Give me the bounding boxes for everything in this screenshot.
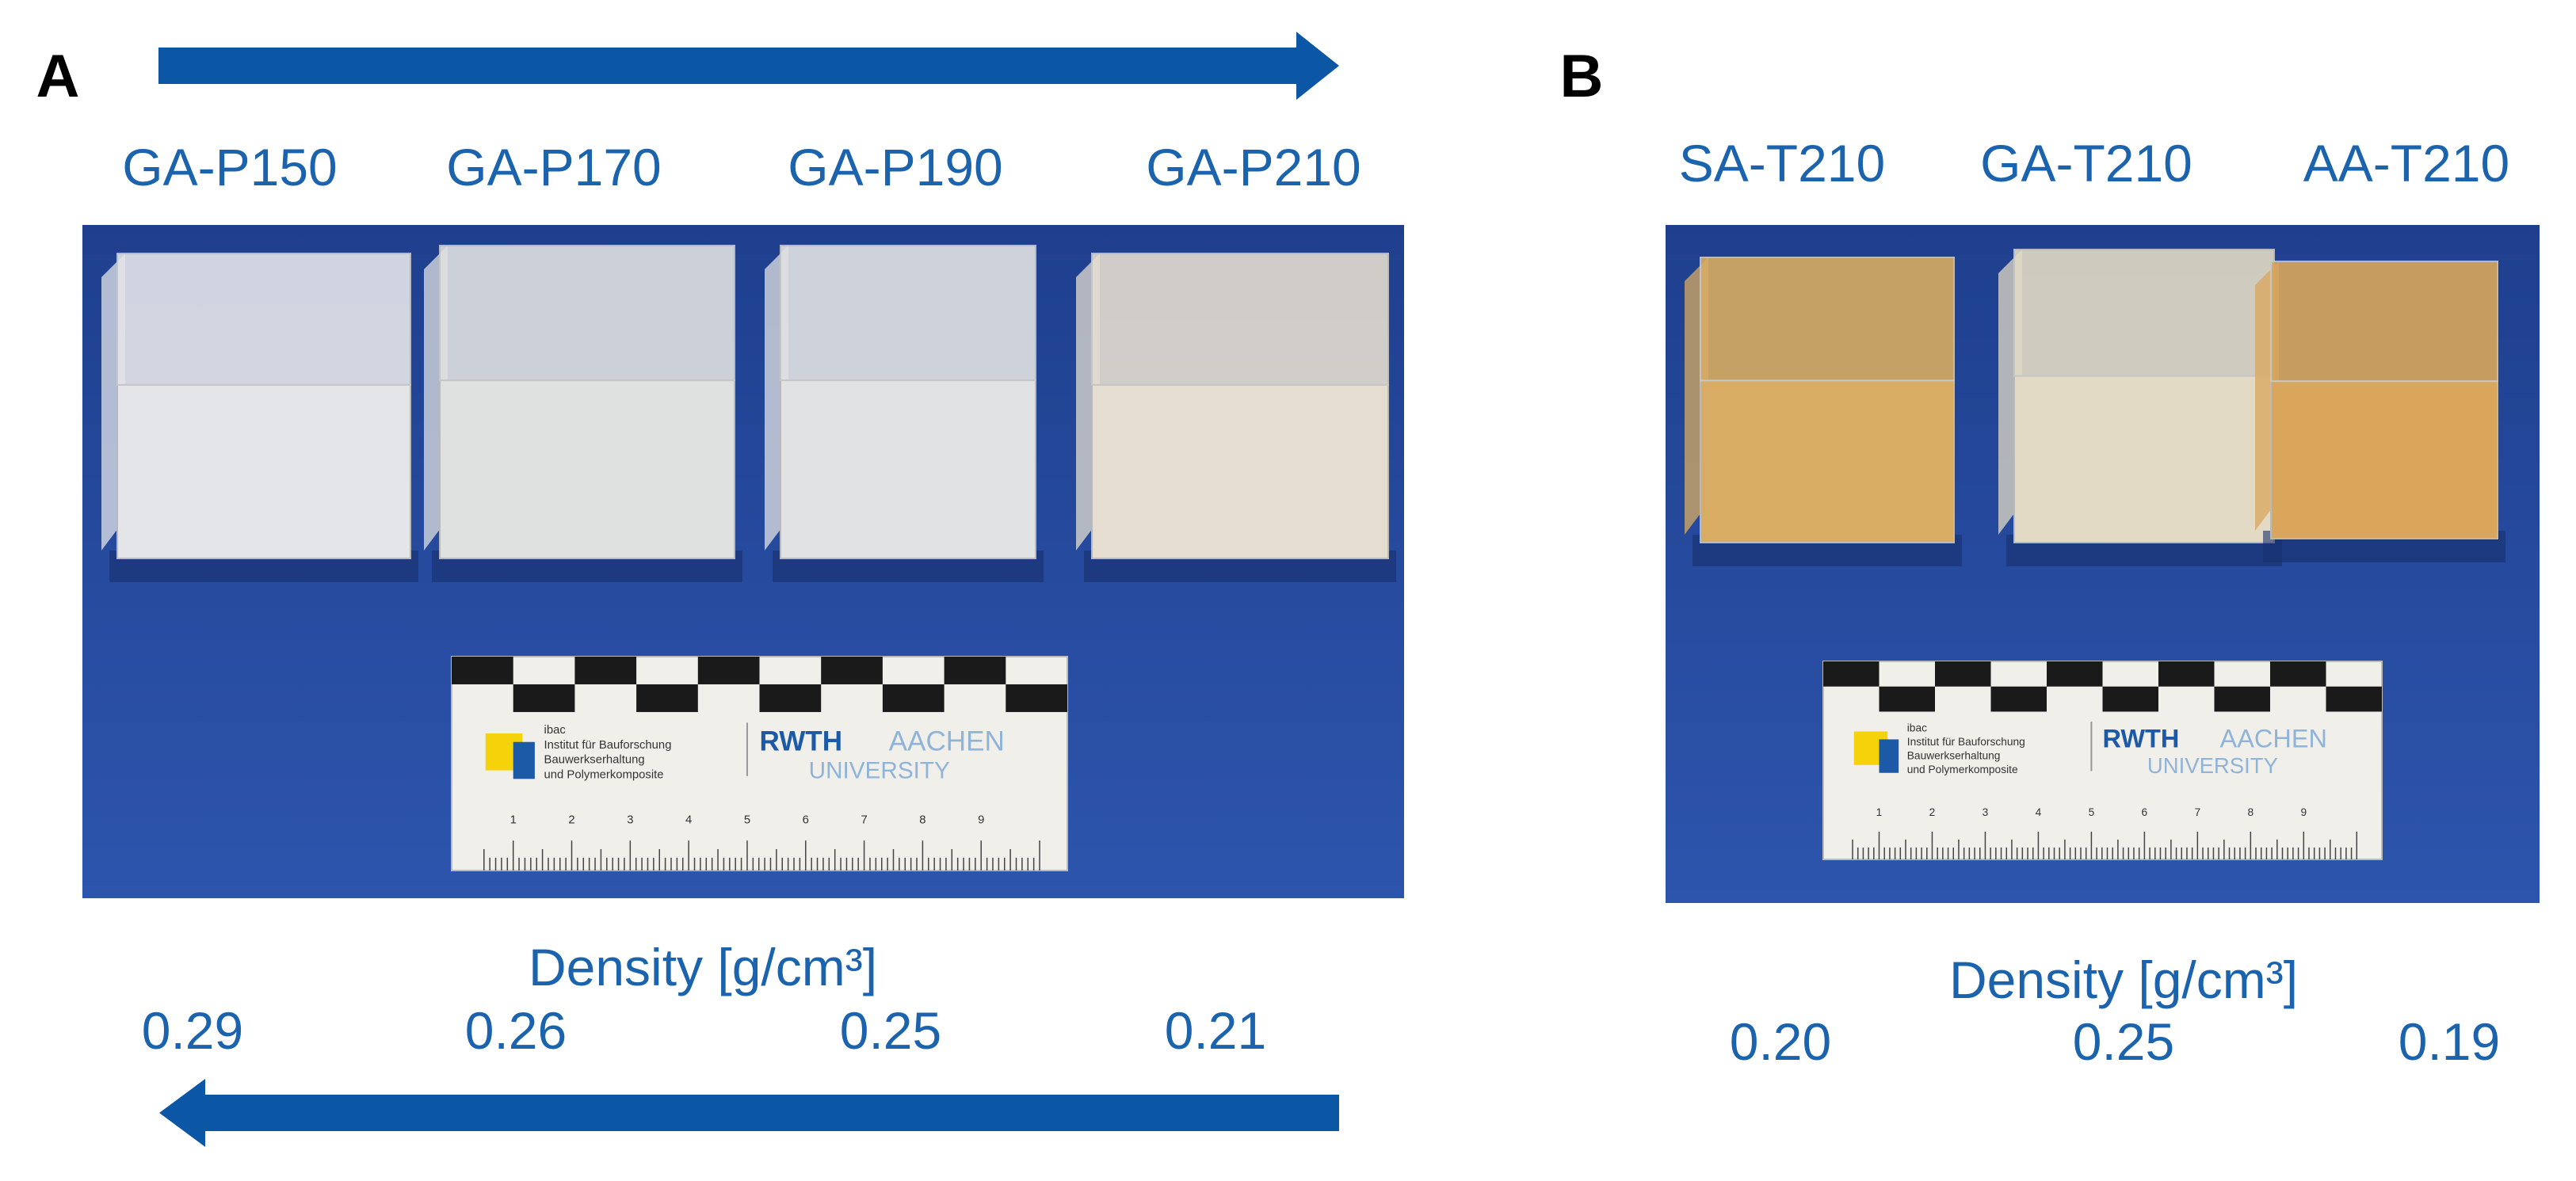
cube-front: [439, 379, 735, 559]
ruler-scale-number: 2: [568, 814, 574, 827]
ruler-scale-number: 1: [1876, 806, 1883, 818]
density-value: 0.21: [1165, 1001, 1266, 1060]
cube-top: [1700, 257, 1955, 382]
foam-cube: [1685, 257, 1962, 566]
ruler-scale-number: 1: [510, 814, 517, 827]
ruler-check: [452, 657, 513, 684]
ruler-institute-text: ibac: [1907, 722, 1927, 733]
ruler-institute-text: ibac: [544, 724, 567, 737]
sample-label: GA-P210: [1146, 138, 1361, 196]
foam-cube: [424, 245, 742, 582]
logo-blue: [1879, 739, 1899, 773]
ruler-scale-number: 8: [919, 814, 925, 827]
ruler-check: [944, 657, 1006, 684]
ruler-institute-text: Institut für Bauforschung: [1907, 736, 2025, 748]
cube-top: [2270, 261, 2498, 383]
ruler-brand: RWTH: [2103, 724, 2180, 752]
ruler-scale-number: 6: [2142, 806, 2148, 818]
ruler-brand: RWTH: [760, 726, 843, 757]
ruler-scale-number: 5: [2089, 806, 2095, 818]
density-value: 0.26: [465, 1001, 567, 1060]
ruler-check: [697, 657, 760, 684]
ruler-scale-number: 3: [627, 814, 633, 827]
ruler-brand-city: AACHEN: [889, 726, 1005, 757]
ruler-brand-university: UNIVERSITY: [809, 758, 950, 784]
ruler-check: [2047, 661, 2103, 687]
foam-cube: [1998, 249, 2282, 566]
ruler-scale-number: 9: [978, 814, 984, 827]
ruler-check: [1935, 661, 1991, 687]
sample-label: GA-P170: [446, 138, 661, 196]
ruler-check: [1006, 684, 1067, 712]
sample-label: AA-T210: [2303, 134, 2509, 192]
ruler-check: [574, 657, 637, 684]
density-value: 0.19: [2399, 1012, 2500, 1071]
density-value: 0.29: [142, 1001, 243, 1060]
foam-cube: [101, 253, 418, 582]
ruler-check: [636, 684, 698, 712]
cube-top: [1091, 253, 1389, 386]
cube-front: [1700, 379, 1955, 543]
ruler-scale-number: 6: [803, 814, 809, 827]
cube-front: [116, 383, 411, 559]
ruler: ibac Institut für Bauforschung Bauwerkserh…: [451, 656, 1068, 871]
ruler-institute-text: Institut für Bauforschung: [544, 739, 672, 752]
ruler-check: [2102, 686, 2158, 712]
cube-top: [2013, 249, 2275, 377]
ruler-check: [2270, 661, 2326, 687]
sample-label: GA-T210: [1980, 134, 2192, 192]
density-title: Density [g/cm³]: [529, 938, 877, 996]
ruler-scale-number: 9: [2300, 806, 2307, 818]
ruler-scale-number: 3: [1983, 806, 1989, 818]
ruler-check: [759, 684, 822, 712]
ruler-institute-text: Bauwerkserhaltung: [1907, 749, 2001, 761]
ruler-institute-text: und Polymerkomposite: [544, 769, 664, 782]
cube-top: [780, 245, 1036, 382]
ruler-check: [821, 657, 883, 684]
ruler-scale-number: 7: [861, 814, 867, 827]
ruler-check: [1879, 686, 1935, 712]
ruler: ibac Institut für BauforschungBauwerkserh…: [1822, 661, 2383, 860]
ruler-check: [2158, 661, 2215, 687]
ruler-scale-number: 4: [2036, 806, 2042, 818]
ruler-brand-city: AACHEN: [2220, 724, 2327, 752]
logo-blue: [513, 741, 535, 779]
foam-cube: [2255, 261, 2505, 562]
ruler-scale-number: 7: [2195, 806, 2201, 818]
foam-cube: [1076, 253, 1396, 582]
sample-label: GA-P190: [788, 138, 1002, 196]
density-value: 0.20: [1730, 1012, 1831, 1071]
sample-label: GA-P150: [122, 138, 337, 196]
top-arrow: [158, 32, 1339, 100]
ruler-institute-text: und Polymerkomposite: [1907, 764, 2018, 775]
panel-letter: A: [36, 43, 80, 110]
ruler-check: [2326, 686, 2382, 712]
ruler-check: [1990, 686, 2047, 712]
cube-front: [2013, 375, 2275, 543]
bottom-arrow: [159, 1079, 1339, 1147]
ruler-brand-university: UNIVERSITY: [2147, 753, 2278, 778]
ruler-scale-number: 4: [685, 814, 692, 827]
ruler-check: [2214, 686, 2270, 712]
ruler-scale-number: 8: [2247, 806, 2254, 818]
cube-top: [439, 245, 735, 382]
density-title: Density [g/cm³]: [1949, 951, 2298, 1009]
panel-letter: B: [1560, 43, 1604, 110]
ruler-scale-number: 2: [1929, 806, 1936, 818]
ruler-check: [513, 684, 575, 712]
density-value: 0.25: [840, 1001, 941, 1060]
cube-front: [1091, 383, 1389, 559]
foam-cube: [765, 245, 1044, 582]
content: A GA-P150 0.29 GA-P170 0.26 GA-P190 0.25 GA-P21…: [36, 43, 2540, 1071]
sample-label: SA-T210: [1679, 134, 1885, 192]
ruler-institute-text: Bauwerkserhaltung: [544, 754, 645, 767]
cube-front: [780, 379, 1036, 559]
density-value: 0.25: [2073, 1012, 2174, 1071]
cube-top: [116, 253, 411, 386]
ruler-check: [1823, 661, 1880, 687]
cube-front: [2270, 380, 2498, 540]
ruler-check: [882, 684, 945, 712]
ruler-scale-number: 5: [744, 814, 750, 827]
